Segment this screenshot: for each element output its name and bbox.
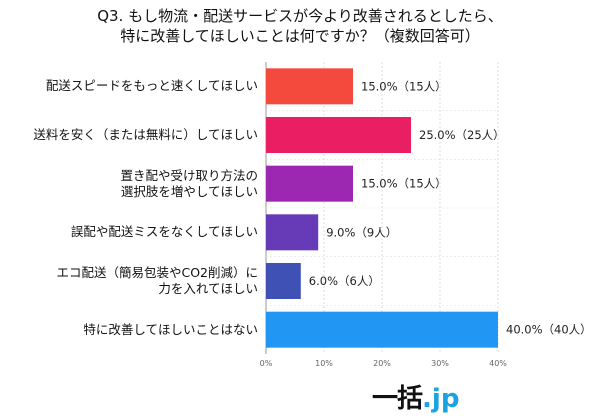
x-tick-label: 10% [315,359,333,368]
category-label-line: 配送スピードをもっと速くしてほしい [45,78,258,94]
category-label-line: 誤配や配送ミスをなくしてほしい [70,224,258,240]
bar-4 [266,214,319,251]
x-tick-label: 30% [431,359,449,368]
logo-dot: . [422,384,432,414]
category-label-4: 誤配や配送ミスをなくしてほしい [0,224,258,240]
category-label-line: 特に改善してほしいことはない [83,321,258,337]
chart-title-line-1: Q3. もし物流・配送サービスが今より改善されるとしたら、 [97,7,503,25]
category-label-1: 配送スピードをもっと速くしてほしい [0,78,258,94]
category-label-5: エコ配送（簡易包装やCO2削減）に 力を入れてほしい [0,265,258,297]
data-label-4: 9.0%（9人） [326,225,397,239]
data-label-2: 25.0%（25人） [419,128,505,142]
data-label-6: 40.0%（40人） [506,323,592,337]
x-tick-label: 40% [489,359,507,368]
logo-suffix: jp [431,384,460,414]
bar-1 [266,68,353,105]
category-label-6: 特に改善してほしいことはない [0,322,258,338]
data-label-5: 6.0%（6人） [309,274,380,288]
x-tick-label: 20% [373,359,391,368]
logo-main-text: 一括 [372,384,423,414]
bar-2 [266,117,411,153]
category-label-line: 送料を安く（または無料に）してほしい [33,127,258,142]
category-label-3: 置き配や受け取り方法の 選択肢を増やしてほしい [0,168,258,200]
brand-logo: 一括.jp [372,378,460,414]
bar-3 [266,165,353,202]
x-tick-label: 0% [260,359,273,368]
category-label-2: 送料を安く（または無料に）してほしい [0,127,258,143]
chart-title-line-2: 特に改善してほしいことは何ですか？（複数回答可） [120,27,480,45]
data-label-1: 15.0%（15人） [361,79,447,93]
category-label-line: 置き配や受け取り方法の [120,167,258,183]
bar-6 [266,311,498,348]
category-label-line: 力を入れてほしい [158,281,258,296]
category-label-line: 選択肢を増やしてほしい [120,183,258,199]
bar-5 [266,263,301,299]
data-label-3: 15.0%（15人） [361,177,447,191]
category-label-line: エコ配送（簡易包装やCO2削減）に [56,265,258,280]
